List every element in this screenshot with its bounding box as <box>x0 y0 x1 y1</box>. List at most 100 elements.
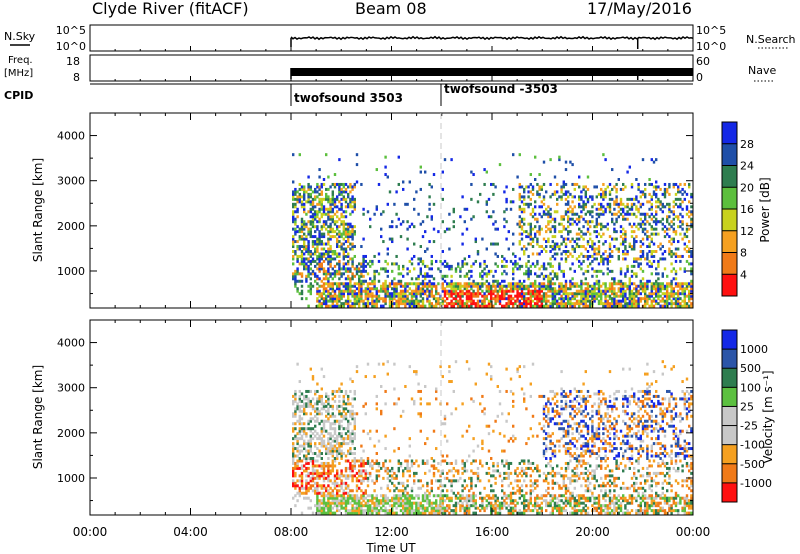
data-pixel <box>342 491 345 495</box>
data-pixel <box>305 245 308 249</box>
data-pixel <box>564 227 568 231</box>
data-pixel <box>344 227 348 231</box>
data-pixel <box>560 230 563 234</box>
data-pixel <box>432 474 436 478</box>
data-pixel <box>637 207 640 211</box>
data-pixel <box>336 227 339 231</box>
data-pixel <box>333 182 337 186</box>
data-pixel <box>331 220 334 224</box>
data-pixel <box>560 187 563 191</box>
data-pixel <box>459 499 462 503</box>
data-pixel <box>355 412 359 416</box>
data-pixel <box>591 294 594 298</box>
data-pixel <box>349 282 352 286</box>
data-pixel <box>498 287 502 291</box>
data-pixel <box>435 297 438 301</box>
data-pixel <box>404 292 407 296</box>
data-pixel <box>393 292 396 296</box>
data-pixel <box>305 267 308 271</box>
data-pixel <box>347 202 350 206</box>
data-pixel <box>316 254 319 258</box>
data-pixel <box>314 274 317 278</box>
data-pixel <box>518 267 521 271</box>
data-pixel <box>672 182 675 186</box>
data-pixel <box>353 499 356 503</box>
data-pixel <box>527 289 530 293</box>
data-pixel <box>342 474 345 478</box>
data-pixel <box>562 297 565 301</box>
data-pixel <box>331 491 334 495</box>
data-pixel <box>305 237 308 241</box>
data-pixel <box>597 289 601 293</box>
data-pixel <box>536 284 539 288</box>
data-pixel <box>344 481 348 485</box>
data-pixel <box>384 173 387 177</box>
data-pixel <box>331 447 334 451</box>
data-pixel <box>342 452 345 456</box>
data-pixel <box>371 511 374 515</box>
data-pixel <box>360 506 363 510</box>
data-pixel <box>626 217 629 221</box>
data-pixel <box>329 235 332 239</box>
data-pixel <box>329 257 332 261</box>
data-pixel <box>393 284 396 288</box>
data-pixel <box>494 511 497 515</box>
data-pixel <box>292 471 295 475</box>
data-pixel <box>395 287 398 291</box>
data-pixel <box>364 489 367 493</box>
data-pixel <box>575 289 579 293</box>
data-pixel <box>679 267 682 271</box>
data-pixel <box>347 274 350 278</box>
data-pixel <box>298 474 301 478</box>
data-pixel <box>531 289 535 293</box>
data-pixel <box>300 220 304 224</box>
data-pixel <box>404 385 407 388</box>
data-pixel <box>391 292 394 296</box>
data-pixel <box>617 302 620 306</box>
data-pixel <box>650 240 653 244</box>
data-pixel <box>681 215 684 219</box>
data-pixel <box>311 220 315 224</box>
data-pixel <box>595 235 598 239</box>
data-pixel <box>624 292 627 296</box>
data-pixel <box>463 499 466 503</box>
data-pixel <box>292 274 295 278</box>
data-pixel <box>424 471 427 475</box>
data-pixel <box>329 282 332 286</box>
data-pixel <box>591 220 594 224</box>
data-pixel <box>490 501 493 505</box>
data-pixel <box>327 504 330 508</box>
data-pixel <box>294 197 297 201</box>
data-pixel <box>681 227 684 231</box>
data-pixel <box>325 486 328 490</box>
data-pixel <box>364 504 367 508</box>
data-pixel <box>560 195 563 199</box>
data-pixel <box>485 294 488 298</box>
data-pixel <box>437 509 440 513</box>
data-pixel <box>602 182 605 186</box>
data-pixel <box>395 302 398 306</box>
data-pixel <box>494 242 497 246</box>
data-pixel <box>668 252 671 256</box>
data-pixel <box>336 210 339 214</box>
data-pixel <box>296 464 299 468</box>
data-pixel <box>586 297 590 301</box>
data-pixel <box>531 240 535 244</box>
data-pixel <box>432 277 436 281</box>
data-pixel <box>668 215 671 219</box>
data-pixel <box>316 504 319 508</box>
data-pixel <box>338 187 341 191</box>
data-pixel <box>582 289 585 293</box>
data-pixel <box>518 222 521 226</box>
data-pixel <box>465 262 469 266</box>
data-pixel <box>355 506 359 510</box>
data-pixel <box>549 195 552 199</box>
data-pixel <box>542 247 546 251</box>
data-pixel <box>443 414 447 418</box>
data-pixel <box>685 222 689 226</box>
data-pixel <box>516 175 519 179</box>
data-pixel <box>564 259 568 263</box>
data-pixel <box>333 501 337 505</box>
data-pixel <box>520 207 524 211</box>
data-pixel <box>454 511 458 515</box>
